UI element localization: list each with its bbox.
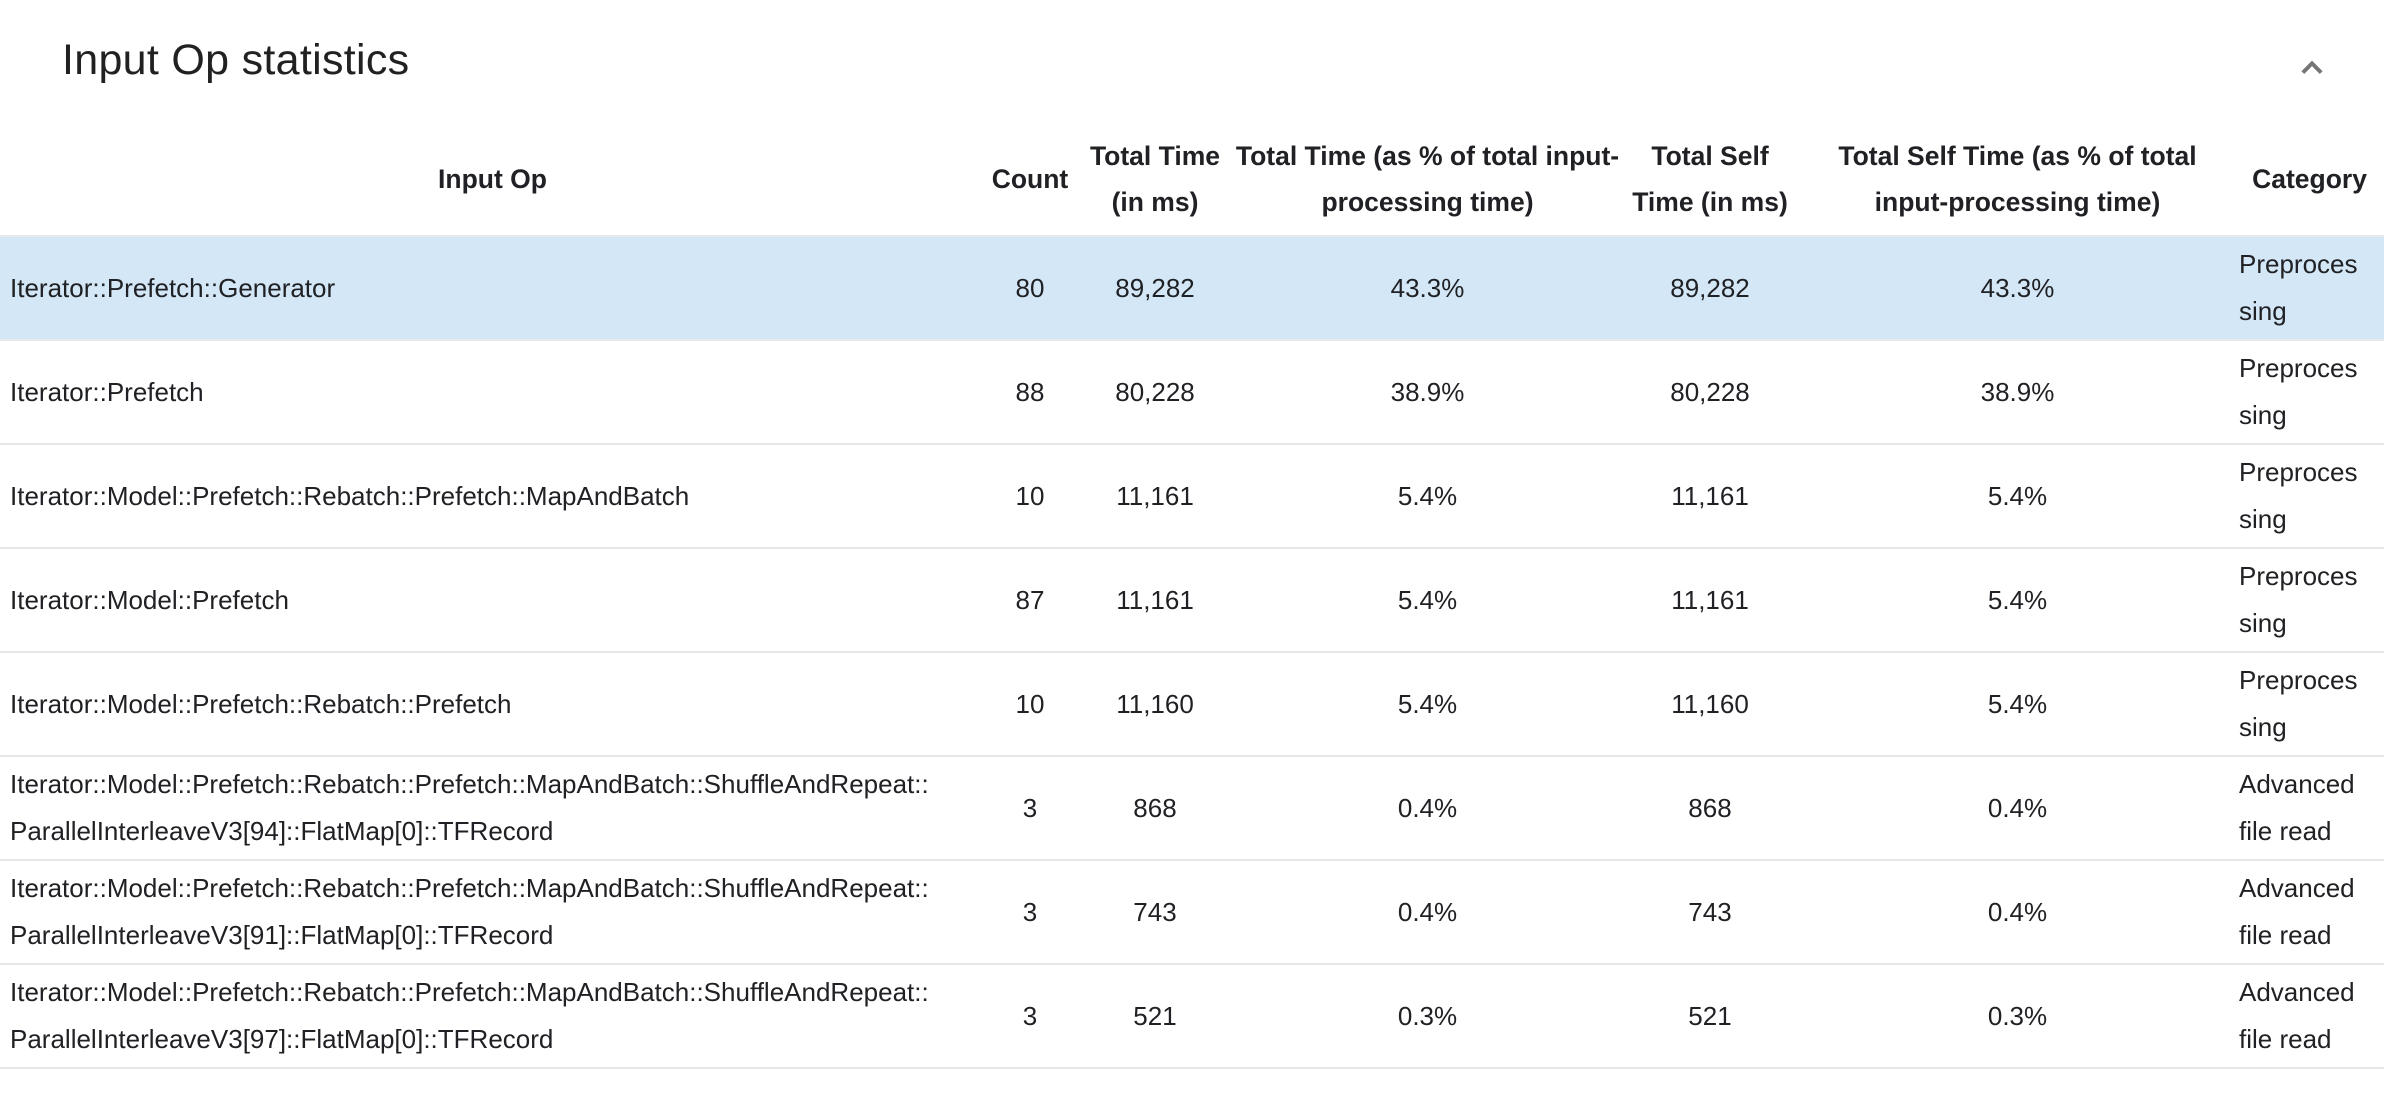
table-row[interactable]: Iterator::​Model::​Prefetch::​Rebatch::​… xyxy=(0,652,2384,757)
col-header-total-self-time-pct[interactable]: Total Self Time (as % of total input-pro… xyxy=(1800,123,2235,237)
cell-total-time-pct: 38.9% xyxy=(1235,340,1620,445)
cell-total-time: 743 xyxy=(1075,860,1235,965)
col-header-category[interactable]: Category xyxy=(2235,123,2384,237)
table-row[interactable]: Iterator::​Model::​Prefetch::​Rebatch::​… xyxy=(0,444,2384,549)
cell-total-self-time: 868 xyxy=(1620,756,1800,861)
cell-category: Preprocessing xyxy=(2235,236,2384,341)
cell-total-time-pct: 5.4% xyxy=(1235,444,1620,549)
cell-total-time: 11,161 xyxy=(1075,444,1235,549)
cell-category: Preprocessing xyxy=(2235,652,2384,757)
cell-total-self-time: 11,161 xyxy=(1620,444,1800,549)
cell-count: 10 xyxy=(985,444,1075,549)
cell-total-self-time-pct: 5.4% xyxy=(1800,652,2235,757)
collapse-section-button[interactable] xyxy=(2288,44,2336,92)
cell-count: 87 xyxy=(985,548,1075,653)
cell-total-time: 80,228 xyxy=(1075,340,1235,445)
cell-total-self-time: 89,282 xyxy=(1620,236,1800,341)
cell-total-self-time: 743 xyxy=(1620,860,1800,965)
table-row[interactable]: Iterator::​Model::​Prefetch 87 11,161 5.… xyxy=(0,548,2384,653)
cell-total-self-time-pct: 5.4% xyxy=(1800,444,2235,549)
cell-total-self-time: 80,228 xyxy=(1620,340,1800,445)
header-row: Input Op Count Total Time (in ms) Total … xyxy=(0,123,2384,237)
cell-category: Advanced file read xyxy=(2235,860,2384,965)
cell-count: 80 xyxy=(985,236,1075,341)
cell-category: Preprocessing xyxy=(2235,548,2384,653)
cell-count: 3 xyxy=(985,756,1075,861)
cell-total-self-time-pct: 5.4% xyxy=(1800,548,2235,653)
cell-input-op: Iterator::​Model::​Prefetch::​Rebatch::​… xyxy=(0,756,985,861)
cell-total-time: 11,160 xyxy=(1075,652,1235,757)
cell-total-self-time: 521 xyxy=(1620,964,1800,1069)
input-op-stats-table: Input Op Count Total Time (in ms) Total … xyxy=(0,123,2384,1069)
cell-total-self-time: 11,160 xyxy=(1620,652,1800,757)
table-row[interactable]: Iterator::​Model::​Prefetch::​Rebatch::​… xyxy=(0,964,2384,1069)
cell-total-self-time-pct: 0.4% xyxy=(1800,860,2235,965)
cell-input-op: Iterator::​Model::​Prefetch xyxy=(0,548,985,653)
cell-total-time-pct: 43.3% xyxy=(1235,236,1620,341)
col-header-total-time[interactable]: Total Time (in ms) xyxy=(1075,123,1235,237)
cell-input-op: Iterator::​Model::​Prefetch::​Rebatch::​… xyxy=(0,860,985,965)
col-header-input-op[interactable]: Input Op xyxy=(0,123,985,237)
cell-input-op: Iterator::​Prefetch xyxy=(0,340,985,445)
cell-total-self-time-pct: 0.4% xyxy=(1800,756,2235,861)
cell-category: Preprocessing xyxy=(2235,444,2384,549)
cell-total-time-pct: 5.4% xyxy=(1235,652,1620,757)
section-title: Input Op statistics xyxy=(62,36,410,84)
cell-total-time: 11,161 xyxy=(1075,548,1235,653)
cell-category: Preprocessing xyxy=(2235,340,2384,445)
cell-total-self-time-pct: 43.3% xyxy=(1800,236,2235,341)
cell-total-time: 89,282 xyxy=(1075,236,1235,341)
chevron-up-icon xyxy=(2294,49,2330,88)
cell-total-time-pct: 0.4% xyxy=(1235,756,1620,861)
cell-input-op: Iterator::​Prefetch::​Generator xyxy=(0,236,985,341)
cell-category: Advanced file read xyxy=(2235,756,2384,861)
cell-count: 88 xyxy=(985,340,1075,445)
cell-count: 3 xyxy=(985,964,1075,1069)
cell-total-time-pct: 5.4% xyxy=(1235,548,1620,653)
table-row[interactable]: Iterator::​Prefetch::​Generator 80 89,28… xyxy=(0,236,2384,341)
cell-category: Advanced file read xyxy=(2235,964,2384,1069)
col-header-count[interactable]: Count xyxy=(985,123,1075,237)
cell-total-time-pct: 0.3% xyxy=(1235,964,1620,1069)
col-header-total-time-pct[interactable]: Total Time (as % of total input-processi… xyxy=(1235,123,1620,237)
cell-total-self-time-pct: 0.3% xyxy=(1800,964,2235,1069)
cell-input-op: Iterator::​Model::​Prefetch::​Rebatch::​… xyxy=(0,652,985,757)
cell-total-self-time: 11,161 xyxy=(1620,548,1800,653)
cell-total-time-pct: 0.4% xyxy=(1235,860,1620,965)
table-row[interactable]: Iterator::​Prefetch 88 80,228 38.9% 80,2… xyxy=(0,340,2384,445)
table-row[interactable]: Iterator::​Model::​Prefetch::​Rebatch::​… xyxy=(0,860,2384,965)
cell-input-op: Iterator::​Model::​Prefetch::​Rebatch::​… xyxy=(0,444,985,549)
cell-input-op: Iterator::​Model::​Prefetch::​Rebatch::​… xyxy=(0,964,985,1069)
table-row[interactable]: Iterator::​Model::​Prefetch::​Rebatch::​… xyxy=(0,756,2384,861)
section-header: Input Op statistics xyxy=(0,0,2384,123)
col-header-total-self-time[interactable]: Total Self Time (in ms) xyxy=(1620,123,1800,237)
cell-total-self-time-pct: 38.9% xyxy=(1800,340,2235,445)
cell-total-time: 868 xyxy=(1075,756,1235,861)
cell-count: 3 xyxy=(985,860,1075,965)
cell-total-time: 521 xyxy=(1075,964,1235,1069)
cell-count: 10 xyxy=(985,652,1075,757)
